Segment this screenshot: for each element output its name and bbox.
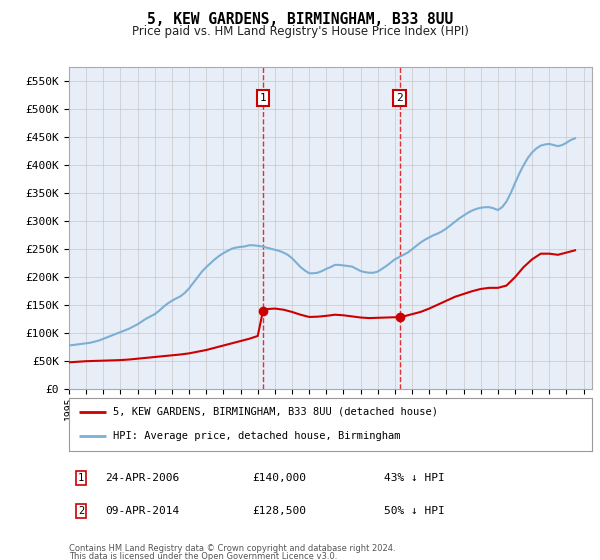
Text: Contains HM Land Registry data © Crown copyright and database right 2024.: Contains HM Land Registry data © Crown c… (69, 544, 395, 553)
Text: £128,500: £128,500 (252, 506, 306, 516)
Text: 5, KEW GARDENS, BIRMINGHAM, B33 8UU: 5, KEW GARDENS, BIRMINGHAM, B33 8UU (147, 12, 453, 27)
Text: 43% ↓ HPI: 43% ↓ HPI (384, 473, 445, 483)
Text: This data is licensed under the Open Government Licence v3.0.: This data is licensed under the Open Gov… (69, 552, 337, 560)
Text: 1: 1 (260, 93, 266, 103)
Text: 09-APR-2014: 09-APR-2014 (105, 506, 179, 516)
Text: 2: 2 (396, 93, 403, 103)
Text: £140,000: £140,000 (252, 473, 306, 483)
Text: Price paid vs. HM Land Registry's House Price Index (HPI): Price paid vs. HM Land Registry's House … (131, 25, 469, 38)
Text: 24-APR-2006: 24-APR-2006 (105, 473, 179, 483)
Text: HPI: Average price, detached house, Birmingham: HPI: Average price, detached house, Birm… (113, 431, 401, 441)
Text: 50% ↓ HPI: 50% ↓ HPI (384, 506, 445, 516)
Text: 2: 2 (78, 506, 84, 516)
Text: 1: 1 (78, 473, 84, 483)
Text: 5, KEW GARDENS, BIRMINGHAM, B33 8UU (detached house): 5, KEW GARDENS, BIRMINGHAM, B33 8UU (det… (113, 407, 439, 417)
